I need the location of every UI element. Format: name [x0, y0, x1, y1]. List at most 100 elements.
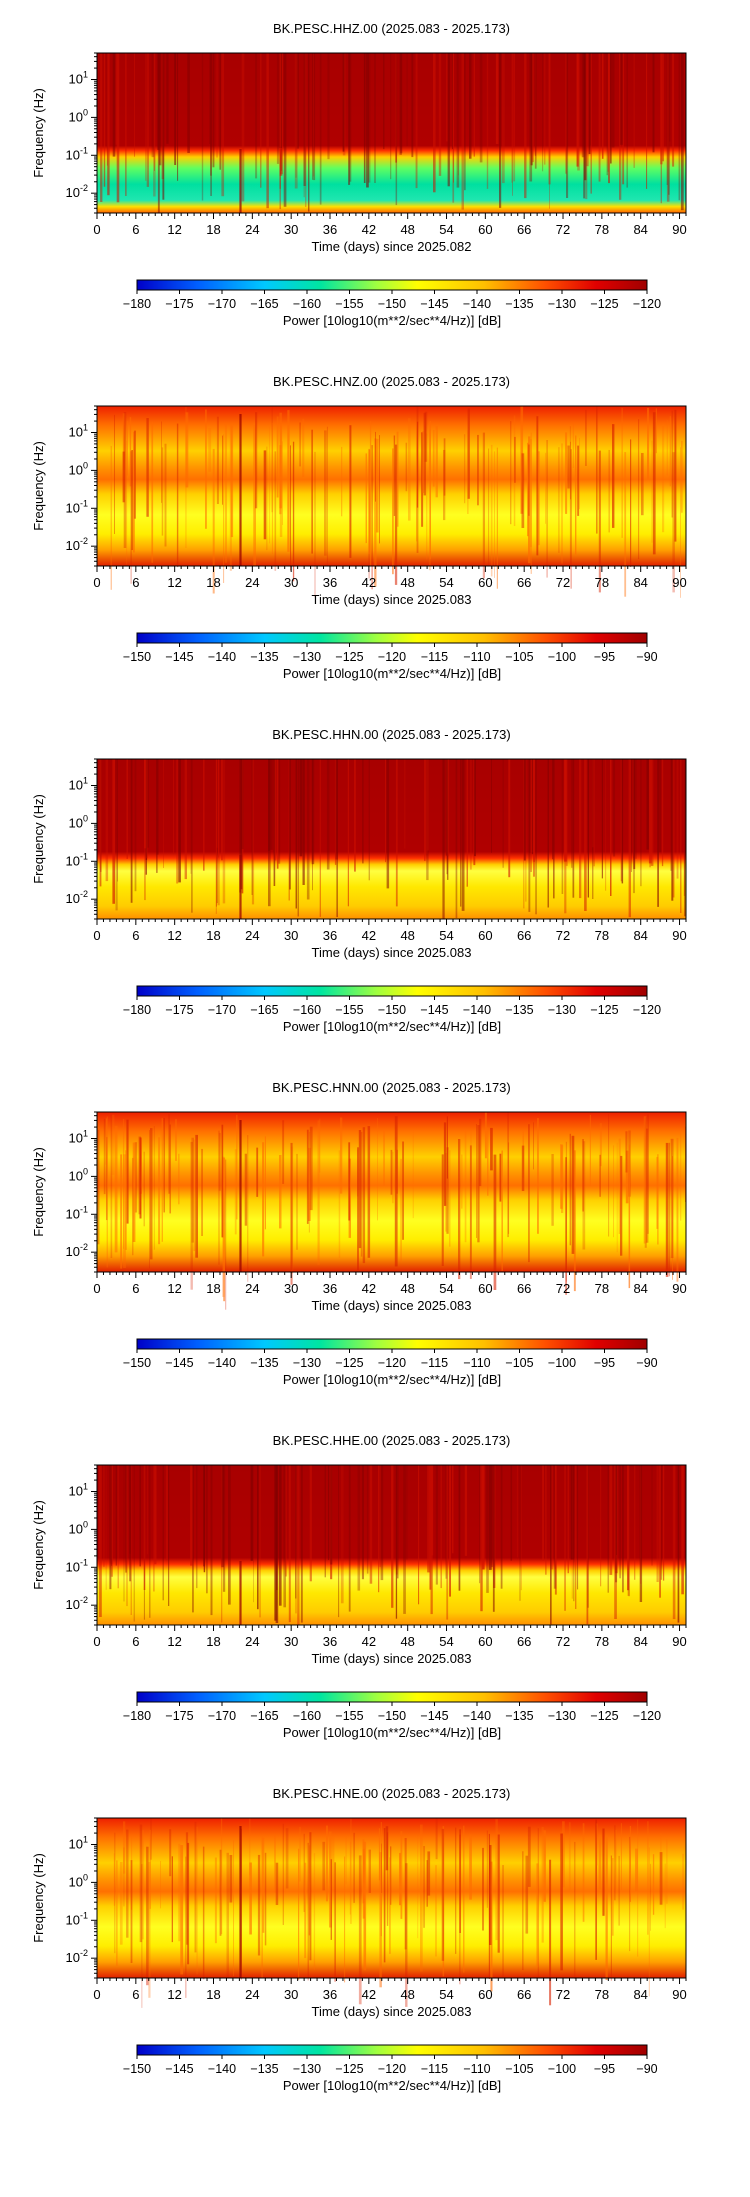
texture-stripe	[452, 53, 455, 203]
texture-stripe	[222, 759, 226, 904]
colorbar-tick-label: −135	[505, 1003, 533, 1017]
texture-stripe	[511, 53, 513, 183]
colorbar: −180 −175 −170 −165 −160 −155 −150 −145 −140 −135…	[123, 279, 661, 328]
texture-stripe	[266, 446, 268, 551]
panel-6: BK.PESC.HNE.00 (2025.083 - 2025.173) 10-2…	[31, 1786, 687, 2093]
texture-stripe	[115, 759, 118, 911]
texture-stripe	[309, 1465, 312, 1582]
texture-stripe	[602, 1828, 605, 1916]
texture-stripe	[422, 431, 425, 493]
plot-frame	[96, 1817, 687, 1979]
texture-stripe	[660, 53, 662, 204]
texture-stripe	[577, 1465, 579, 1590]
x-tick-label: 72	[556, 1281, 570, 1296]
x-tick-label: 54	[439, 928, 453, 943]
y-axis: 10-2 10-1 100 101	[66, 1817, 97, 1979]
texture-stripe	[659, 1852, 663, 1905]
texture-stripe	[394, 1116, 398, 1267]
texture-stripe	[187, 1842, 190, 1965]
x-tick-label: 78	[595, 1987, 609, 2002]
colorbar-tick-label: −150	[378, 297, 406, 311]
panel-5: BK.PESC.HHE.00 (2025.083 - 2025.173) 10-2…	[31, 1433, 687, 1740]
texture-stripe	[110, 445, 112, 590]
texture-stripe	[479, 53, 483, 163]
event-stripe	[239, 414, 242, 566]
texture-stripe	[251, 759, 255, 905]
texture-stripe	[275, 1862, 279, 1905]
texture-stripe	[482, 1847, 484, 1931]
colorbar-tick-label: −175	[165, 1003, 193, 1017]
texture-stripe	[283, 53, 287, 207]
texture-stripe	[279, 53, 282, 148]
texture-stripe	[486, 1465, 489, 1593]
colorbar-tick-label: −145	[420, 1003, 448, 1017]
texture-stripe	[573, 1465, 575, 1602]
texture-stripe	[134, 53, 135, 157]
colorbar-tick-label: −120	[378, 2062, 406, 2076]
texture-stripe	[196, 1826, 198, 1975]
texture-stripe	[347, 759, 349, 907]
texture-stripe	[470, 1130, 472, 1266]
texture-stripe	[441, 1154, 444, 1266]
texture-stripe	[640, 759, 642, 887]
texture-stripe	[405, 442, 408, 492]
texture-stripe	[250, 1465, 253, 1561]
x-tick-label: 6	[132, 1987, 139, 2002]
texture-stripe	[614, 1825, 616, 1901]
texture-stripe	[596, 1823, 598, 1866]
texture-stripe	[97, 1129, 100, 1245]
texture-stripe	[348, 53, 351, 185]
texture-stripe	[491, 1465, 493, 1567]
colorbar-tick-label: −90	[636, 1356, 657, 1370]
texture-stripe	[144, 759, 147, 849]
texture-stripe	[324, 1465, 326, 1578]
texture-stripe	[295, 1465, 297, 1599]
texture-stripe	[322, 1841, 326, 1891]
texture-stripe	[460, 759, 462, 907]
colorbar-tick-label: −170	[208, 297, 236, 311]
texture-stripe	[191, 759, 193, 913]
texture-stripe	[178, 759, 181, 883]
texture-stripe	[655, 408, 657, 454]
texture-stripe	[191, 1137, 194, 1243]
colorbar-tick-label: −115	[421, 1356, 448, 1370]
texture-stripe	[105, 1118, 108, 1165]
texture-stripe	[113, 1853, 115, 1906]
texture-stripe	[650, 1863, 651, 1931]
texture-stripe	[470, 759, 472, 870]
texture-stripe	[482, 432, 485, 579]
texture-stripe	[287, 410, 290, 552]
texture-stripe	[215, 759, 217, 907]
texture-stripe	[461, 759, 465, 911]
texture-stripe	[134, 759, 137, 892]
x-tick-label: 18	[206, 1987, 220, 2002]
texture-stripe	[366, 53, 369, 188]
x-tick-label: 18	[206, 222, 220, 237]
texture-stripe	[274, 451, 277, 571]
texture-stripe	[523, 759, 526, 861]
texture-stripe	[362, 759, 364, 864]
texture-stripe	[326, 759, 330, 870]
heatmap-field	[97, 1818, 686, 1978]
texture-stripe	[545, 452, 547, 524]
texture-stripe	[567, 1465, 569, 1574]
texture-stripe	[399, 1852, 401, 1906]
texture-stripe	[514, 436, 516, 483]
texture-stripe	[543, 1830, 546, 1902]
texture-stripe	[568, 1822, 571, 1891]
texture-stripe	[241, 53, 245, 202]
texture-stripe	[628, 1465, 630, 1597]
x-tick-label: 48	[400, 1634, 414, 1649]
texture-stripe	[223, 1157, 226, 1302]
colorbar-tick-label: −110	[463, 1356, 490, 1370]
texture-stripe	[638, 419, 640, 560]
texture-stripe	[527, 442, 529, 537]
texture-stripe	[222, 1156, 225, 1297]
texture-stripe	[660, 53, 663, 165]
texture-stripe	[138, 1136, 141, 1215]
texture-stripe	[123, 1118, 125, 1249]
texture-stripe	[627, 1465, 630, 1591]
texture-stripe	[163, 1117, 165, 1213]
texture-stripe	[577, 53, 580, 171]
texture-stripe	[255, 412, 258, 509]
